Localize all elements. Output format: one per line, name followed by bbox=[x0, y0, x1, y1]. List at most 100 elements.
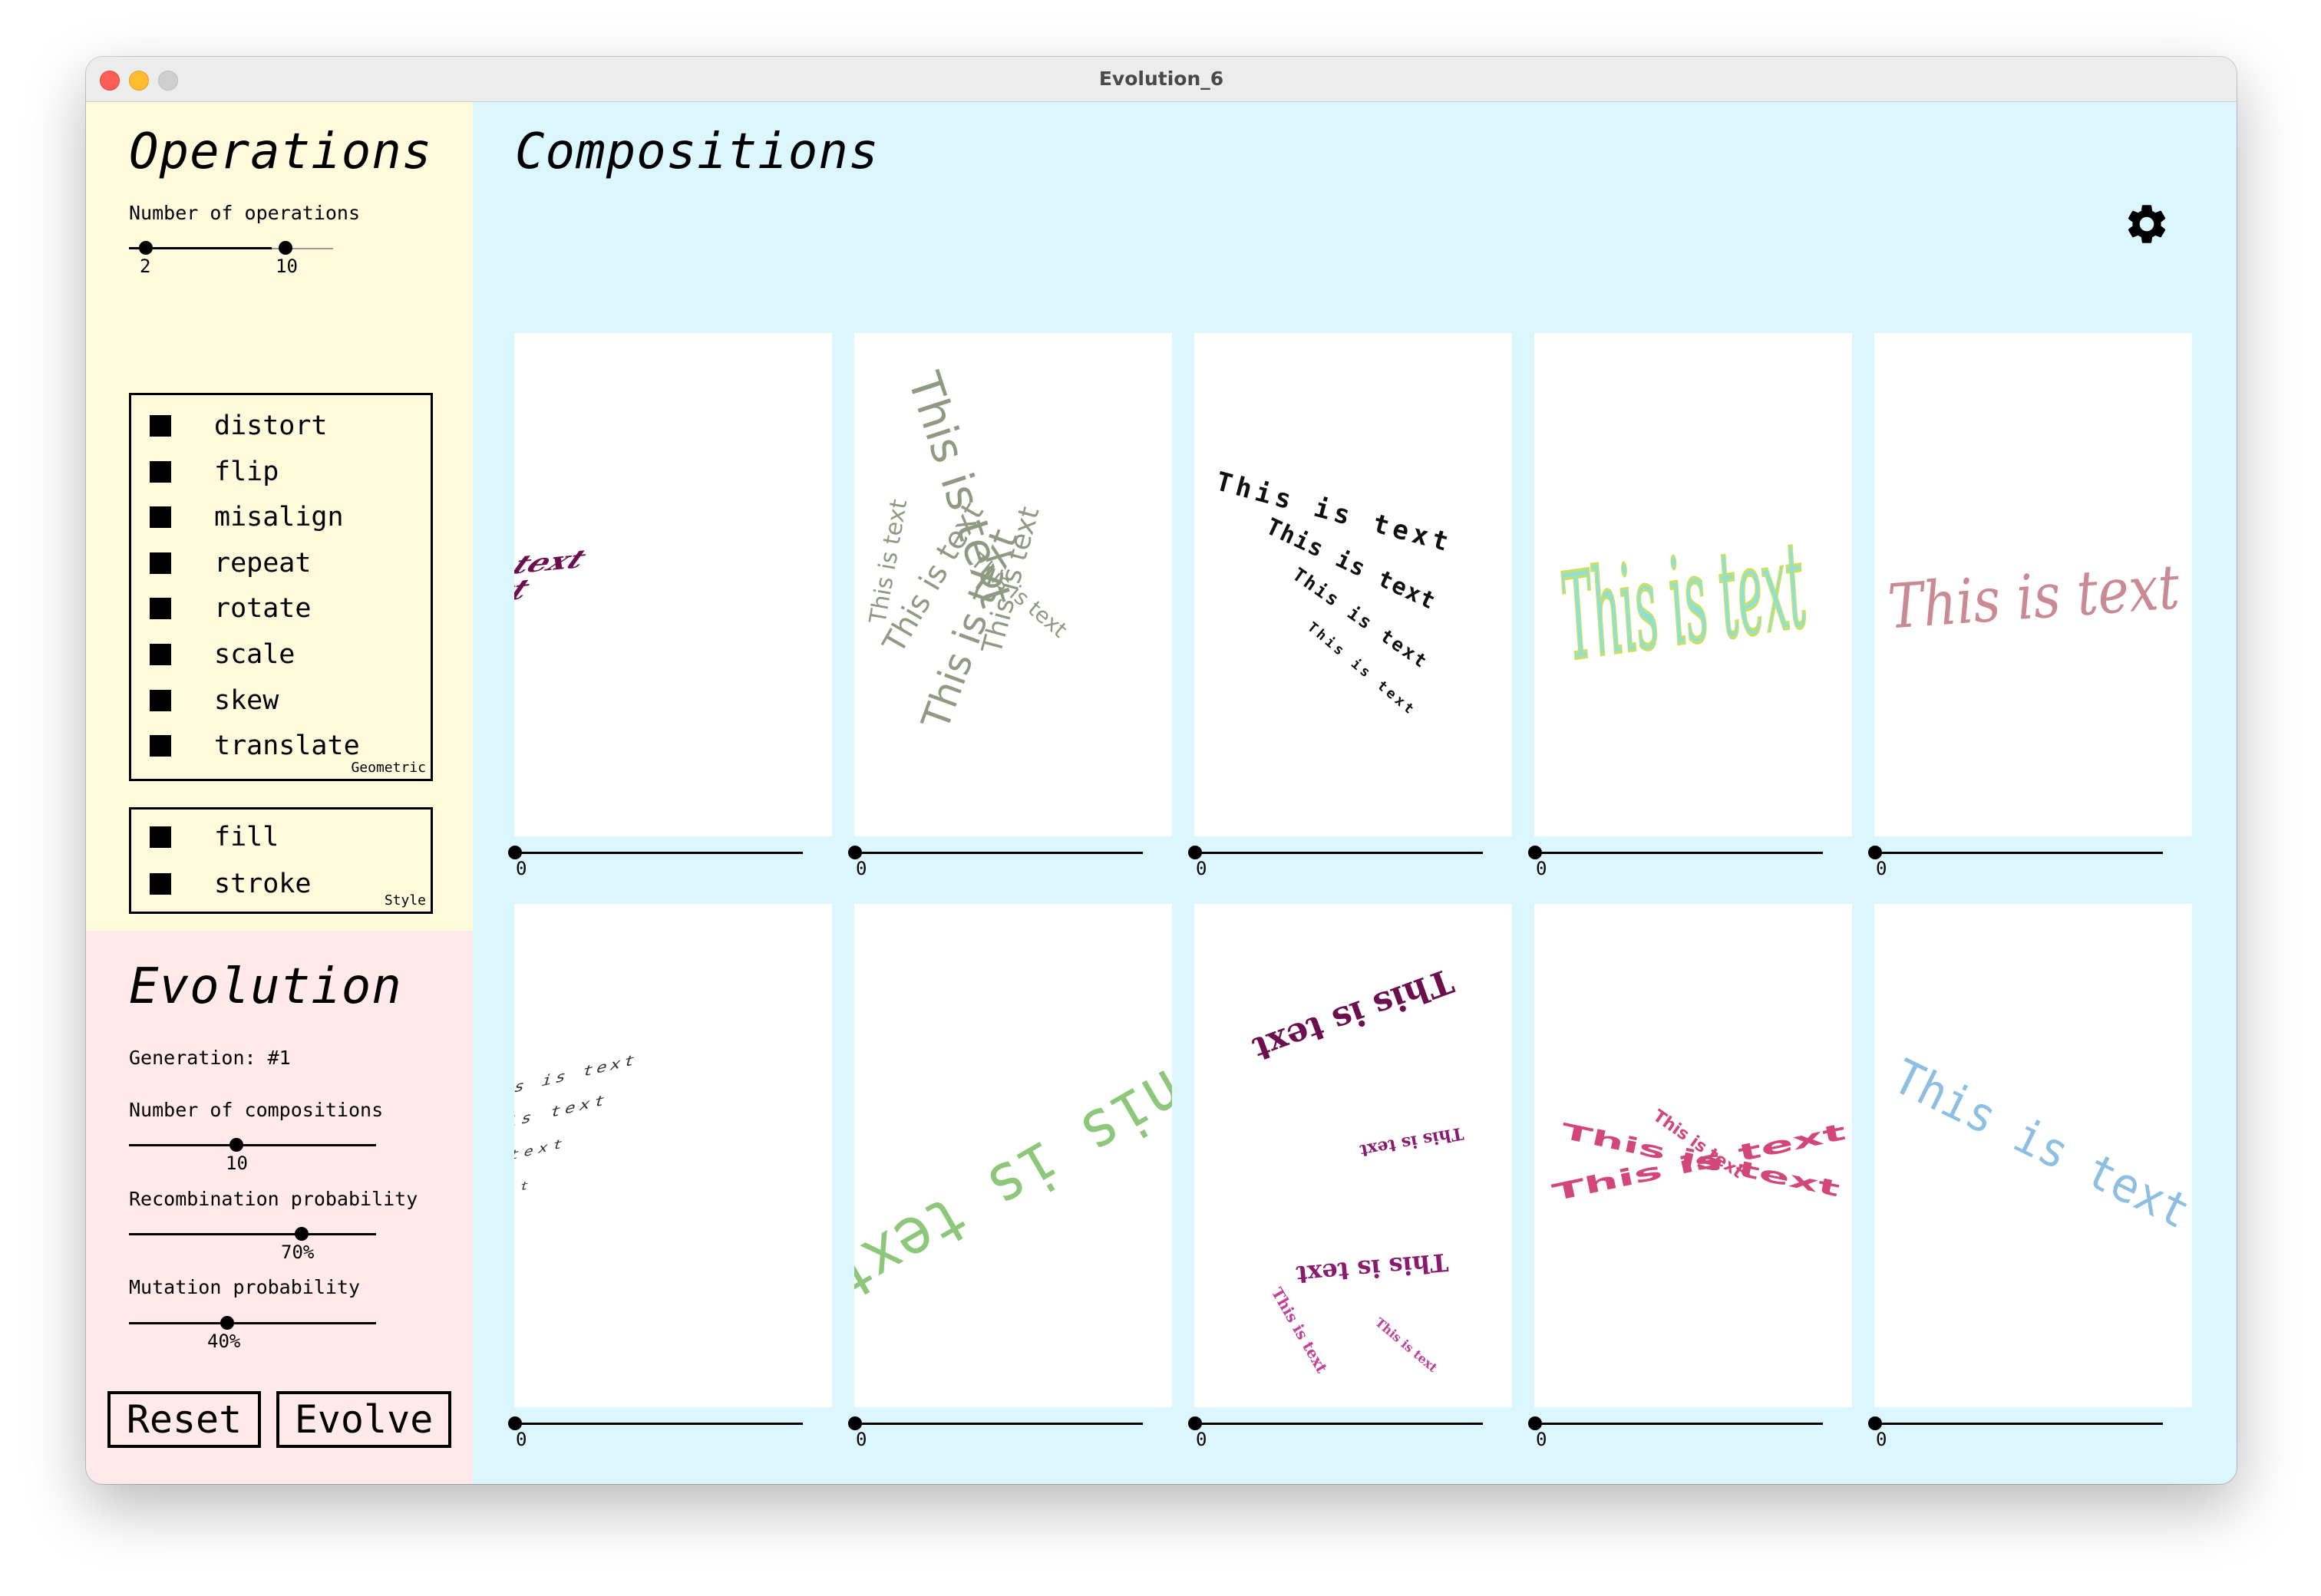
operation-label: scale bbox=[214, 639, 295, 670]
composition-rating-slider-2[interactable]: 0 bbox=[848, 846, 1143, 879]
composition-text: This is text bbox=[1886, 551, 2182, 642]
composition-text: This is text bbox=[1555, 516, 1814, 688]
slider-track bbox=[1874, 1423, 2163, 1425]
slider-handle[interactable] bbox=[1528, 1416, 1542, 1430]
composition-text: This is text bbox=[1884, 1048, 2192, 1240]
close-window-button[interactable] bbox=[100, 71, 120, 91]
slider-track bbox=[1534, 852, 1823, 854]
operation-label: fill bbox=[214, 822, 279, 852]
operation-label: rotate bbox=[214, 593, 312, 625]
slider-handle[interactable] bbox=[1188, 846, 1202, 859]
checkbox-checked[interactable] bbox=[150, 826, 171, 848]
slider-handle[interactable] bbox=[1528, 846, 1542, 859]
slider-value: 10 bbox=[226, 1152, 248, 1174]
slider-handle[interactable] bbox=[295, 1227, 309, 1241]
checkbox-checked[interactable] bbox=[150, 598, 171, 620]
composition-card-4[interactable]: This is text bbox=[1534, 333, 1852, 836]
compositions-panel: Compositions This is text This is text T… bbox=[473, 102, 2237, 1484]
window-title: Evolution_6 bbox=[1098, 68, 1224, 90]
checkbox-checked[interactable] bbox=[150, 644, 171, 665]
composition-rating-slider-5[interactable]: 0 bbox=[1868, 846, 2163, 879]
checkbox-checked[interactable] bbox=[150, 506, 171, 529]
operations-title: Operations bbox=[129, 124, 433, 180]
composition-artwork: This is text This is text This is text T… bbox=[864, 365, 1071, 736]
composition-text: This is text bbox=[1247, 961, 1458, 1070]
gear-icon[interactable] bbox=[2123, 200, 2171, 248]
composition-card-9[interactable]: This is text This is text This is text bbox=[1534, 904, 1852, 1407]
composition-card-2[interactable]: This is text This is text This is text T… bbox=[854, 333, 1172, 836]
reset-button[interactable]: Reset bbox=[107, 1391, 261, 1448]
composition-rating-slider-6[interactable]: 0 bbox=[508, 1416, 803, 1450]
composition-text: This is text bbox=[514, 1051, 640, 1106]
composition-card-6[interactable]: This is text This is text This is text T… bbox=[514, 904, 832, 1407]
slider-handle[interactable] bbox=[508, 1416, 522, 1430]
slider-track bbox=[1874, 852, 2163, 854]
rating-value: 0 bbox=[1876, 858, 1887, 879]
composition-rating-slider-4[interactable]: 0 bbox=[1528, 846, 1823, 879]
checkbox-checked[interactable] bbox=[150, 552, 171, 574]
geometric-group-tag: Geometric bbox=[351, 760, 426, 776]
composition-artwork: This is text bbox=[1553, 516, 1814, 689]
slider-track bbox=[514, 852, 803, 854]
generation-label: Generation: #1 bbox=[129, 1047, 291, 1069]
composition-card-8[interactable]: This is text This is text This is text T… bbox=[1194, 904, 1512, 1407]
composition-card-7[interactable]: This is text bbox=[854, 904, 1172, 1407]
checkbox-checked[interactable] bbox=[150, 460, 171, 483]
composition-text: This is text bbox=[1268, 1284, 1332, 1377]
checkbox-checked[interactable] bbox=[150, 873, 171, 895]
composition-card-5[interactable]: This is text bbox=[1874, 333, 2192, 836]
composition-card-1[interactable]: This is text This is text This is text bbox=[514, 333, 832, 836]
slider-track bbox=[854, 1423, 1143, 1425]
rating-value: 0 bbox=[516, 1429, 527, 1450]
slider-handle[interactable] bbox=[1868, 1416, 1882, 1430]
operations-panel: Operations Number of operations 2 10 dis… bbox=[86, 102, 473, 931]
slider-handle[interactable] bbox=[848, 1416, 862, 1430]
checkbox-checked[interactable] bbox=[150, 735, 171, 757]
composition-rating-slider-8[interactable]: 0 bbox=[1188, 1416, 1483, 1450]
slider-handle[interactable] bbox=[848, 846, 862, 859]
slider-handle[interactable] bbox=[508, 846, 522, 859]
range-slider-max-handle[interactable] bbox=[279, 241, 292, 255]
composition-artwork: This is text This is text This is text T… bbox=[1213, 466, 1456, 719]
rating-value: 0 bbox=[856, 1429, 867, 1450]
rating-value: 0 bbox=[516, 858, 527, 879]
checkbox-checked[interactable] bbox=[150, 415, 171, 437]
slider-handle[interactable] bbox=[220, 1316, 234, 1330]
operation-label: stroke bbox=[214, 869, 312, 899]
zoom-window-button[interactable] bbox=[158, 71, 178, 91]
composition-rating-slider-3[interactable]: 0 bbox=[1188, 846, 1483, 879]
composition-text: This is text bbox=[514, 572, 540, 631]
composition-card-10[interactable]: This is text bbox=[1874, 904, 2192, 1407]
evolution-title: Evolution bbox=[129, 958, 402, 1015]
rating-value: 0 bbox=[1536, 1429, 1547, 1450]
slider-track bbox=[514, 1423, 803, 1425]
composition-artwork: This is text bbox=[854, 1037, 1172, 1317]
composition-artwork: This is text This is text This is text bbox=[514, 544, 596, 631]
composition-rating-slider-1[interactable]: 0 bbox=[508, 846, 803, 879]
slider-handle[interactable] bbox=[1188, 1416, 1202, 1430]
app-window: Evolution_6 Operations Number of operati… bbox=[86, 57, 2237, 1484]
slider-handle[interactable] bbox=[229, 1138, 243, 1152]
operation-label: flip bbox=[214, 456, 279, 487]
slider-handle[interactable] bbox=[1868, 846, 1882, 859]
composition-text: This is text bbox=[1372, 1315, 1441, 1376]
composition-text: This is text bbox=[854, 1037, 1172, 1317]
slider-track bbox=[854, 852, 1143, 854]
slider-value: 40% bbox=[207, 1331, 241, 1352]
range-slider-track-inactive bbox=[272, 248, 333, 249]
geometric-operations-group: distort flip misalign repeat rotate scale skew… bbox=[129, 393, 433, 781]
composition-text: This is text bbox=[514, 1177, 537, 1231]
style-operations-group: fill stroke Style bbox=[129, 807, 433, 914]
checkbox-checked[interactable] bbox=[150, 689, 171, 711]
compositions-title: Compositions bbox=[515, 124, 880, 180]
slider-value: 70% bbox=[281, 1242, 315, 1263]
composition-artwork: This is text This is text This is text T… bbox=[514, 1051, 640, 1231]
minimize-window-button[interactable] bbox=[129, 71, 149, 91]
composition-card-3[interactable]: This is text This is text This is text T… bbox=[1194, 333, 1512, 836]
evolve-button[interactable]: Evolve bbox=[276, 1391, 451, 1448]
composition-rating-slider-7[interactable]: 0 bbox=[848, 1416, 1143, 1450]
range-slider-min-handle[interactable] bbox=[139, 241, 153, 255]
composition-rating-slider-9[interactable]: 0 bbox=[1528, 1416, 1823, 1450]
composition-rating-slider-10[interactable]: 0 bbox=[1868, 1416, 2163, 1450]
rating-value: 0 bbox=[856, 858, 867, 879]
